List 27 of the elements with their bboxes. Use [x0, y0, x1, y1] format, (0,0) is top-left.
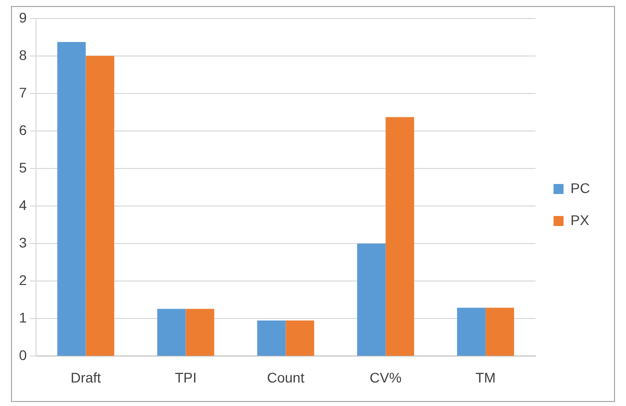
- bar: [157, 308, 186, 356]
- y-tick-label: 4: [18, 196, 27, 213]
- bar: [86, 56, 114, 356]
- x-tick-label: CV%: [370, 369, 402, 386]
- y-tick-label: 1: [18, 310, 27, 326]
- y-tick-label: 3: [18, 234, 27, 250]
- legend-label: PX: [570, 212, 590, 228]
- y-tick-label: 0: [18, 347, 27, 364]
- legend-label: PC: [570, 180, 590, 196]
- x-tick-label: Count: [266, 369, 304, 386]
- bar: [457, 308, 486, 356]
- y-tick-label: 7: [18, 84, 27, 100]
- bar: [357, 244, 386, 356]
- bar: [186, 308, 214, 356]
- x-tick-label: Draft: [70, 369, 102, 386]
- bar: [286, 320, 314, 356]
- y-tick-label: 8: [18, 46, 27, 63]
- y-tick-label: 2: [18, 272, 27, 288]
- y-tick-label: 9: [18, 9, 27, 26]
- bar: [57, 42, 86, 356]
- bar: [486, 308, 514, 356]
- x-tick-label: TM: [475, 369, 496, 386]
- x-tick-label: TPI: [174, 369, 197, 386]
- bar: [386, 117, 414, 356]
- y-tick-label: 6: [18, 122, 27, 138]
- bar: [257, 320, 286, 356]
- y-tick-label: 5: [18, 159, 27, 176]
